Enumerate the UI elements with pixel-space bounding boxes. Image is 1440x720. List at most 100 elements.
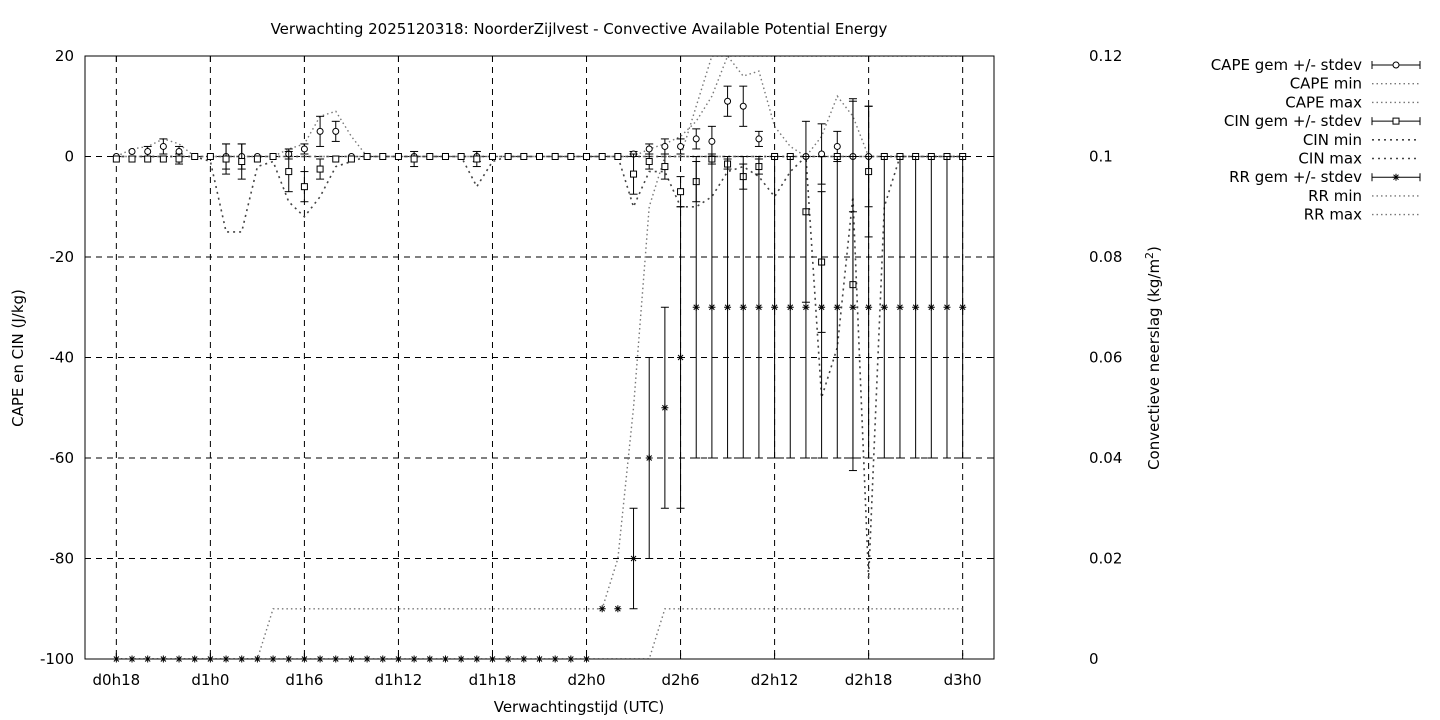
chart-title: Verwachting 2025120318: NoorderZijlvest …	[271, 20, 888, 38]
y2-tick-label: 0.04	[1089, 449, 1122, 467]
cin-point	[583, 153, 591, 160]
cin-point	[661, 163, 669, 171]
x-tick-label: d1h6	[285, 671, 323, 689]
cin-point	[645, 158, 653, 166]
rr-point	[818, 303, 826, 311]
legend-label: CIN min	[1303, 131, 1362, 149]
rr-point	[896, 303, 904, 311]
x-axis-label: Verwachtingstijd (UTC)	[494, 698, 665, 716]
cin-point	[520, 153, 528, 160]
rr-point	[661, 404, 669, 412]
cape-point	[316, 127, 324, 135]
y2-tick-label: 0.06	[1089, 349, 1122, 367]
cape-point	[661, 142, 669, 150]
legend-label: RR max	[1304, 206, 1362, 224]
x-tick-label: d2h6	[661, 671, 699, 689]
y-tick-label: 0	[64, 148, 74, 166]
cin-point	[536, 153, 543, 160]
rr-point	[880, 303, 888, 311]
cin-point	[332, 155, 340, 163]
y-tick-label: -40	[50, 349, 75, 367]
rr-point	[771, 303, 779, 311]
cin-point	[630, 170, 638, 178]
cin-point	[457, 153, 465, 160]
cape-point	[755, 135, 763, 143]
rr-point	[802, 303, 810, 311]
legend-label: RR gem +/- stdev	[1229, 168, 1362, 186]
cin-point	[269, 153, 277, 160]
cin-point	[159, 155, 167, 163]
rr-point	[677, 354, 685, 361]
cape-point	[708, 137, 716, 145]
cin-point	[316, 165, 324, 173]
rr-point	[786, 303, 794, 311]
rr-point	[755, 303, 763, 311]
cape-point	[300, 145, 308, 153]
cin-point	[473, 155, 481, 163]
rr-min-line	[116, 608, 963, 659]
cin-point	[598, 153, 606, 160]
y-tick-label: -60	[50, 449, 75, 467]
cin-point	[551, 153, 559, 160]
cin-point	[175, 155, 183, 163]
cape-point	[128, 147, 136, 155]
series-layer	[112, 85, 967, 663]
x-tick-label: d1h12	[375, 671, 423, 689]
cape-point	[739, 102, 747, 110]
cin-point	[410, 155, 418, 163]
cape-point	[677, 142, 685, 150]
rr-point	[865, 303, 873, 311]
rr-max-line	[116, 56, 963, 659]
rr-point	[614, 605, 622, 613]
y2-axis-label-end: )	[1145, 246, 1163, 252]
rr-point	[959, 303, 967, 311]
cin-point	[144, 155, 152, 163]
x-tick-label: d2h0	[567, 671, 605, 689]
y2-tick-label: 0.08	[1089, 248, 1122, 266]
legend-label: CAPE min	[1290, 75, 1362, 93]
grid	[85, 56, 994, 659]
cin-point	[488, 153, 496, 160]
cin-point	[222, 155, 230, 163]
rr-point	[692, 303, 700, 311]
rr-point	[849, 303, 857, 311]
rr-point	[739, 303, 747, 311]
legend-label: CIN max	[1298, 150, 1362, 168]
cin-point	[347, 155, 355, 163]
cin-point	[191, 153, 199, 160]
y2-tick-label: 0.12	[1089, 47, 1122, 65]
cape-point	[724, 97, 732, 105]
rr-point	[598, 605, 606, 613]
cape-point	[159, 142, 167, 150]
cin-point	[112, 155, 120, 163]
y2-tick-label: 0	[1089, 650, 1099, 668]
legend-swatch-marker	[1392, 173, 1400, 181]
y2-axis-label: Convectieve neerslag (kg/m2)	[1143, 246, 1163, 470]
rr-point	[724, 303, 732, 311]
cape-point	[833, 142, 841, 150]
x-tick-label: d2h18	[845, 671, 893, 689]
x-tick-label: d1h0	[191, 671, 229, 689]
cin-point	[363, 153, 371, 160]
cin-point	[426, 153, 434, 160]
legend-label: CAPE max	[1285, 93, 1362, 111]
x-tick-label: d1h18	[469, 671, 517, 689]
cape-series	[112, 85, 967, 213]
cape-max-line	[115, 56, 963, 158]
x-tick-label: d0h18	[93, 671, 141, 689]
axis-ticks: d0h18 d1h0 d1h6 d1h12 d1h18 d2h0 d2h6 d2h12 d2h1…	[40, 47, 1122, 689]
rr-point	[943, 303, 951, 311]
cin-point	[441, 153, 449, 160]
cin-point	[379, 153, 387, 160]
cin-point	[285, 168, 293, 176]
y-tick-label: -80	[50, 550, 75, 568]
rr-point	[708, 303, 716, 311]
y2-tick-label: 0.1	[1089, 148, 1113, 166]
legend-label: RR min	[1308, 187, 1362, 205]
cin-point	[206, 153, 214, 160]
y-tick-label: 20	[55, 47, 74, 65]
cape-point	[144, 147, 152, 155]
cin-point	[238, 158, 246, 166]
legend-label: CIN gem +/- stdev	[1224, 112, 1362, 130]
cape-point	[645, 145, 653, 153]
